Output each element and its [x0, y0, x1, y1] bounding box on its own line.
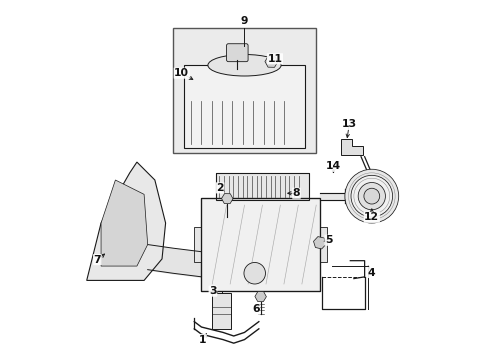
Text: 13: 13 — [341, 120, 356, 129]
Ellipse shape — [207, 54, 281, 76]
Polygon shape — [201, 198, 319, 291]
Circle shape — [350, 175, 392, 217]
Bar — [172, 28, 316, 153]
Text: 14: 14 — [325, 161, 340, 171]
Polygon shape — [86, 162, 165, 280]
Text: 4: 4 — [367, 267, 375, 278]
Text: 8: 8 — [292, 188, 300, 198]
Polygon shape — [212, 293, 230, 329]
Text: 6: 6 — [252, 304, 259, 314]
Text: 2: 2 — [216, 183, 224, 193]
Polygon shape — [101, 180, 147, 266]
Bar — [215, 173, 308, 200]
Circle shape — [344, 169, 398, 223]
Text: 7: 7 — [94, 255, 101, 265]
Text: 5: 5 — [325, 235, 332, 245]
FancyBboxPatch shape — [226, 44, 247, 62]
Circle shape — [363, 188, 379, 204]
Text: 12: 12 — [364, 212, 379, 222]
Text: 9: 9 — [240, 17, 248, 27]
Polygon shape — [341, 139, 362, 155]
Text: 3: 3 — [209, 286, 216, 296]
Polygon shape — [215, 173, 308, 200]
Circle shape — [357, 183, 385, 210]
Circle shape — [244, 262, 265, 284]
Polygon shape — [183, 65, 305, 148]
Polygon shape — [319, 226, 326, 262]
Bar — [201, 198, 319, 291]
Text: 11: 11 — [267, 54, 282, 64]
Polygon shape — [194, 226, 201, 262]
Text: 1: 1 — [199, 334, 206, 345]
Text: 10: 10 — [174, 68, 189, 78]
